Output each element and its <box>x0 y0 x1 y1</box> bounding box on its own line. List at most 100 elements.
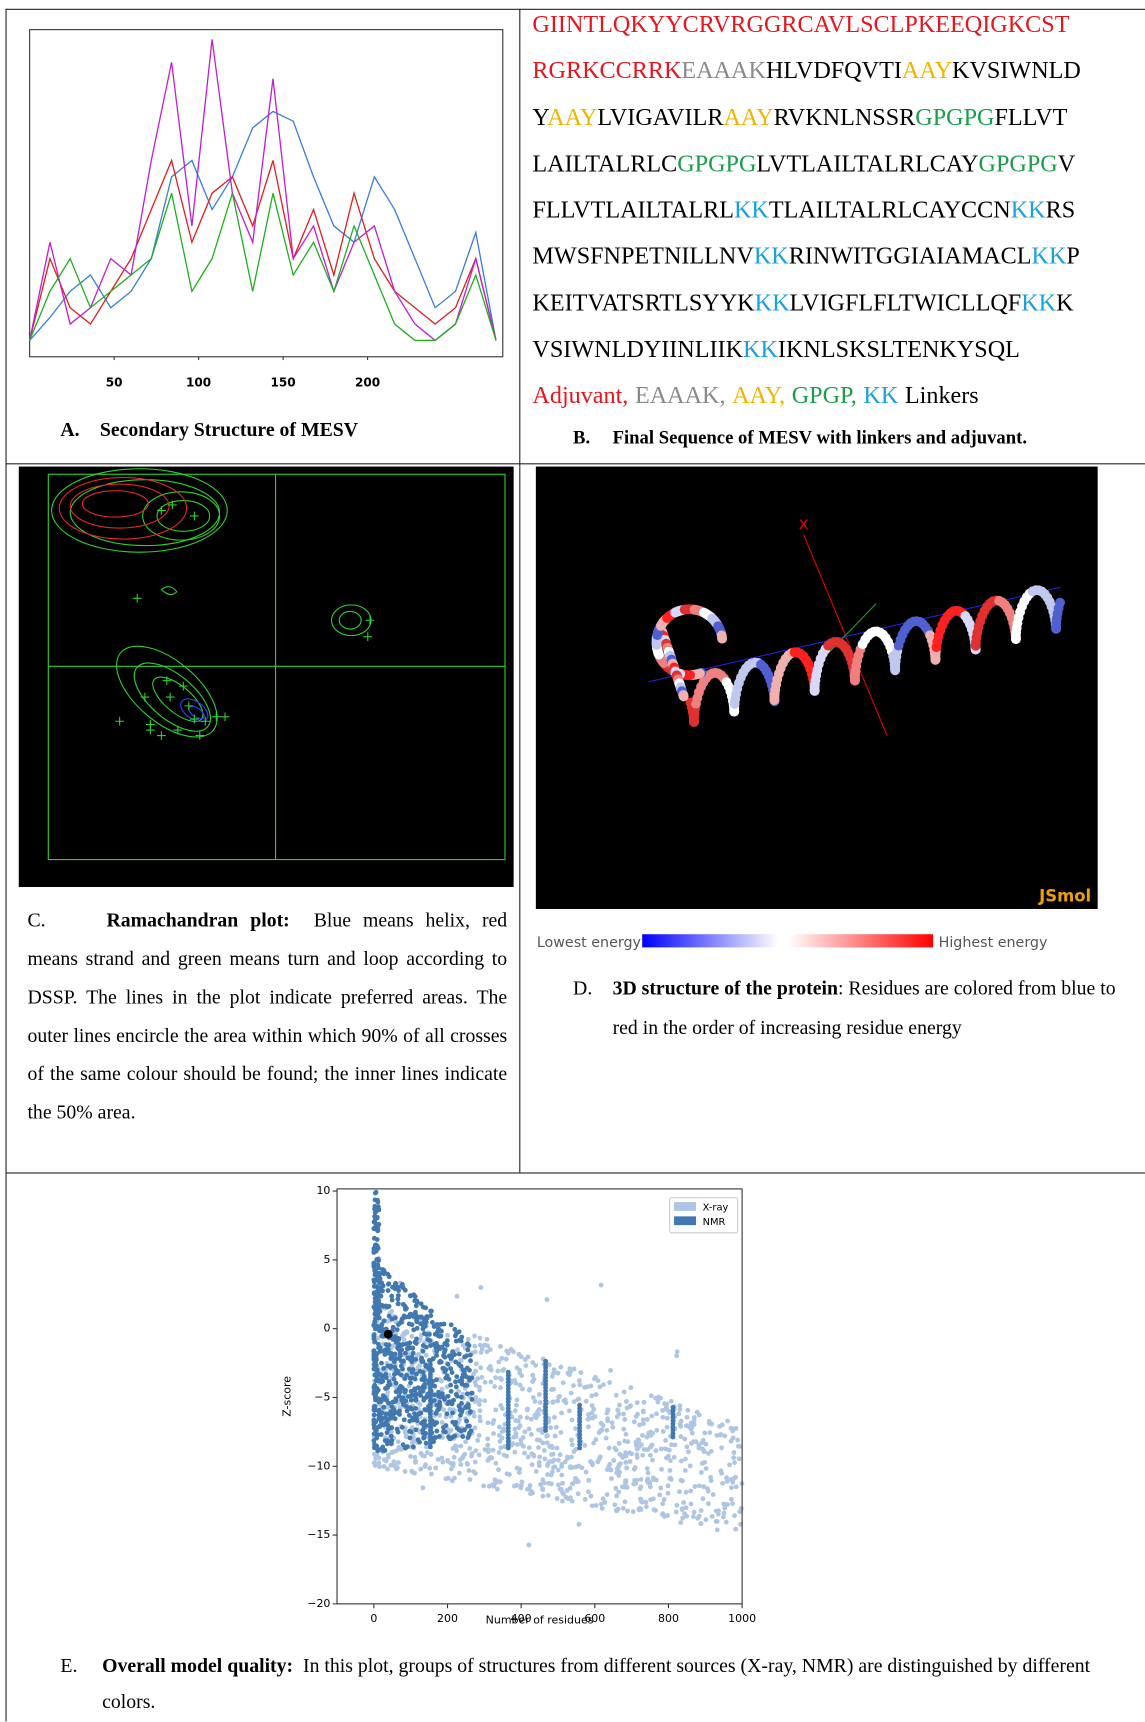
reference-point <box>725 1419 730 1424</box>
reference-point <box>409 1398 414 1403</box>
reference-point <box>485 1337 490 1342</box>
reference-point <box>537 1438 542 1443</box>
reference-point <box>654 1428 659 1433</box>
reference-point <box>666 1491 671 1496</box>
reference-point <box>424 1353 429 1358</box>
reference-point <box>628 1459 633 1464</box>
reference-point <box>389 1309 394 1314</box>
reference-point <box>396 1439 401 1444</box>
reference-point <box>684 1490 689 1495</box>
reference-point <box>421 1343 426 1348</box>
reference-point <box>498 1344 503 1349</box>
reference-point <box>479 1350 484 1355</box>
reference-point <box>646 1470 651 1475</box>
reference-point <box>682 1437 687 1442</box>
caption-title: Ramachandran plot: <box>106 909 289 931</box>
reference-point <box>551 1452 556 1457</box>
sequence-legend: Adjuvant,EAAAK,AAY,GPGP,KKLinkers <box>532 372 1080 418</box>
reference-point <box>648 1453 653 1458</box>
reference-point <box>376 1298 381 1303</box>
reference-point <box>556 1371 561 1376</box>
reference-point <box>483 1380 488 1385</box>
reference-point <box>451 1463 456 1468</box>
reference-point <box>371 1226 376 1231</box>
reference-point <box>421 1370 426 1375</box>
reference-point <box>628 1403 633 1408</box>
reference-point <box>459 1335 464 1340</box>
reference-point <box>622 1417 627 1422</box>
reference-point <box>492 1384 497 1389</box>
reference-point <box>674 1353 679 1358</box>
reference-point <box>684 1423 689 1428</box>
reference-point <box>651 1476 656 1481</box>
reference-point <box>386 1288 391 1293</box>
reference-point <box>387 1314 392 1319</box>
sequence-segment: KK <box>755 288 790 315</box>
y-tick-label: 0 <box>323 1322 330 1335</box>
reference-point <box>665 1425 670 1430</box>
reference-point <box>473 1383 478 1388</box>
sequence-line: GIINTLQKYYCRVRGGRCAVLSCLPKEEQIGKCST <box>532 1 1080 47</box>
reference-point <box>407 1419 412 1424</box>
reference-point <box>455 1294 460 1299</box>
reference-point <box>711 1492 716 1497</box>
sequence-segment: K <box>1056 288 1073 315</box>
reference-point <box>700 1496 705 1501</box>
reference-point <box>566 1371 571 1376</box>
colorbar-gradient <box>788 934 933 947</box>
reference-point <box>371 1348 376 1353</box>
reference-point <box>650 1443 655 1448</box>
reference-point <box>372 1339 377 1344</box>
reference-point <box>614 1448 619 1453</box>
reference-point <box>435 1408 440 1413</box>
reference-point <box>640 1453 645 1458</box>
ramachandran-plot <box>19 467 514 887</box>
reference-point <box>435 1322 440 1327</box>
reference-point <box>454 1374 459 1379</box>
reference-point <box>414 1396 419 1401</box>
reference-point <box>527 1427 532 1432</box>
reference-point <box>660 1501 665 1506</box>
legend-entry: Adjuvant, <box>532 381 628 408</box>
reference-point <box>373 1197 378 1202</box>
reference-point <box>405 1408 410 1413</box>
reference-point <box>385 1430 390 1435</box>
reference-point <box>556 1468 561 1473</box>
sequence-segment: RINWITGGIAIAMACL <box>789 242 1032 269</box>
reference-point <box>605 1416 610 1421</box>
reference-point <box>396 1430 401 1435</box>
reference-point <box>449 1389 454 1394</box>
reference-point <box>623 1499 628 1504</box>
reference-point <box>374 1209 379 1214</box>
reference-point <box>408 1454 413 1459</box>
reference-point <box>514 1403 519 1408</box>
reference-point <box>714 1519 719 1524</box>
reference-point <box>534 1469 539 1474</box>
reference-point <box>577 1522 582 1527</box>
reference-point <box>680 1507 685 1512</box>
reference-point <box>620 1455 625 1460</box>
reference-point <box>729 1439 734 1444</box>
reference-point <box>642 1447 647 1452</box>
reference-point <box>605 1407 610 1412</box>
reference-point <box>393 1284 398 1289</box>
reference-point <box>639 1507 644 1512</box>
reference-point <box>479 1375 484 1380</box>
reference-point <box>460 1408 465 1413</box>
reference-point <box>653 1508 658 1513</box>
reference-point <box>417 1315 422 1320</box>
reference-point <box>382 1464 387 1469</box>
reference-point <box>375 1284 380 1289</box>
reference-point <box>702 1460 707 1465</box>
sequence-segment: RS <box>1046 195 1076 222</box>
colorbar-label: Highest energy <box>939 935 1048 951</box>
reference-point <box>456 1362 461 1367</box>
reference-point <box>373 1390 378 1395</box>
x-tick-label: 50 <box>106 375 123 389</box>
reference-point <box>544 1434 549 1439</box>
reference-point <box>423 1377 428 1382</box>
reference-point <box>675 1349 680 1354</box>
reference-point <box>414 1372 419 1377</box>
reference-point <box>555 1446 560 1451</box>
reference-point <box>531 1454 536 1459</box>
